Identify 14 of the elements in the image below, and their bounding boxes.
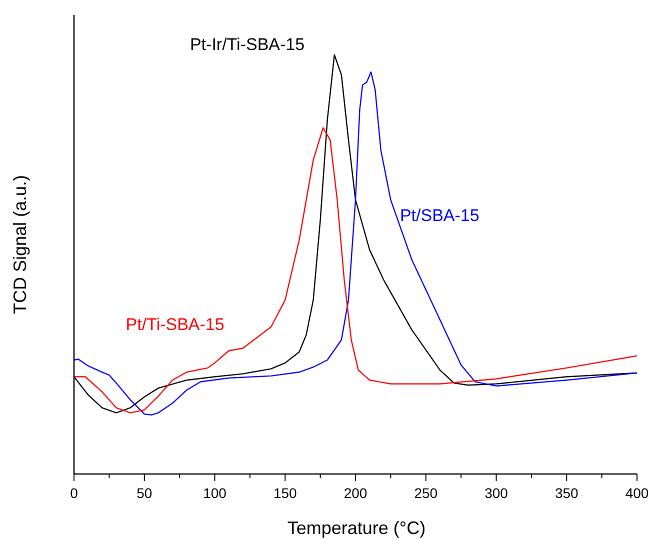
x-tick-label: 50 (136, 485, 152, 501)
x-tick-label: 150 (273, 485, 298, 501)
x-tick-label: 0 (70, 485, 78, 501)
x-axis-title: Temperature (°C) (287, 518, 426, 538)
x-tick-label: 350 (554, 485, 579, 501)
series-label: Pt/Ti-SBA-15 (126, 314, 224, 334)
series-label: Pt-Ir/Ti-SBA-15 (190, 34, 305, 54)
x-tick-label: 300 (484, 485, 508, 501)
x-tick-label: 200 (344, 485, 368, 501)
x-tick-label: 100 (203, 485, 227, 501)
x-tick-label: 250 (414, 485, 438, 501)
x-tick-label: 400 (625, 485, 649, 501)
series-label: Pt/SBA-15 (400, 206, 480, 225)
y-axis-title: TCD Signal (a.u.) (10, 174, 30, 314)
